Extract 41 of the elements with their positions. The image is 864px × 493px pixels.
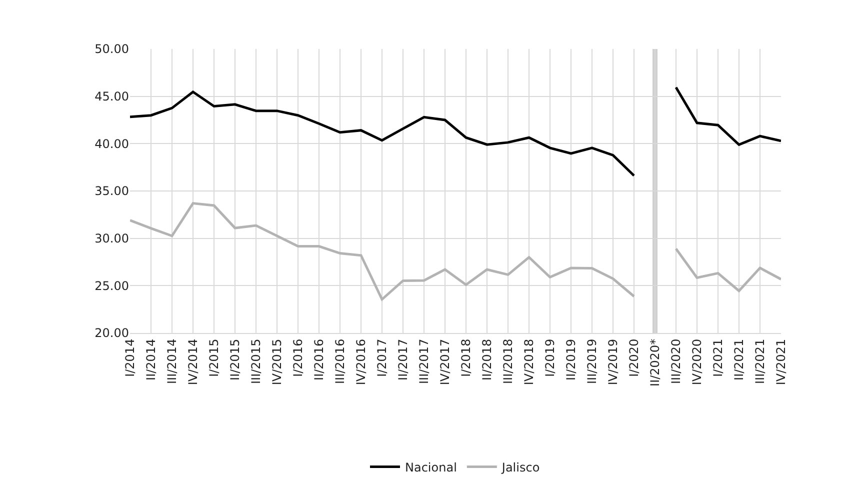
x-tick-label: IV/2021 xyxy=(774,338,788,386)
x-tick-label: III/2015 xyxy=(248,338,263,384)
x-tick-label: II/2014 xyxy=(144,338,158,380)
x-tick-label: IV/2019 xyxy=(606,338,620,386)
y-tick-label: 45.00 xyxy=(94,90,129,104)
x-tick-label: I/2019 xyxy=(542,338,557,377)
y-tick-label: 40.00 xyxy=(94,136,129,151)
x-tick-label: III/2018 xyxy=(500,338,515,384)
x-tick-label: IV/2016 xyxy=(354,338,368,386)
y-tick-label: 25.00 xyxy=(94,278,129,293)
x-tick-label: II/2019 xyxy=(564,338,578,380)
x-tick-label: I/2014 xyxy=(122,338,137,377)
x-tick-label: III/2016 xyxy=(332,338,347,384)
y-tick-label: 20.00 xyxy=(94,326,129,340)
x-tick-label: IV/2014 xyxy=(186,338,200,386)
x-tick-label: IV/2017 xyxy=(438,338,452,386)
x-tick-label: III/2014 xyxy=(164,338,179,384)
x-tick-label: II/2021 xyxy=(732,338,746,380)
x-tick-label: I/2018 xyxy=(458,338,473,377)
x-tick-label: I/2020 xyxy=(626,338,641,377)
x-tick-label: II/2016 xyxy=(312,338,326,380)
y-tick-label: 50.00 xyxy=(94,42,129,56)
x-tick-label: IV/2015 xyxy=(270,338,284,386)
x-tick-label: III/2021 xyxy=(752,338,767,384)
x-tick-label: I/2017 xyxy=(374,338,389,377)
x-tick-label: IV/2018 xyxy=(522,338,536,386)
legend-label: Nacional xyxy=(405,460,457,474)
y-tick-label: 30.00 xyxy=(94,232,129,246)
x-tick-label: I/2021 xyxy=(710,338,725,377)
x-tick-label: III/2020 xyxy=(668,338,683,384)
x-tick-label: I/2016 xyxy=(290,338,305,377)
x-tick-label: III/2017 xyxy=(416,338,431,384)
x-tick-label: II/2018 xyxy=(480,338,494,380)
legend-label: Jalisco xyxy=(500,460,540,474)
x-tick-label: III/2019 xyxy=(584,338,599,384)
y-tick-label: 35.00 xyxy=(94,184,129,198)
x-tick-label: II/2020* xyxy=(648,338,662,386)
x-tick-label: II/2017 xyxy=(396,338,410,380)
x-tick-label: I/2015 xyxy=(206,338,221,377)
x-tick-label: II/2015 xyxy=(228,338,242,380)
x-tick-label: IV/2020 xyxy=(690,338,704,386)
